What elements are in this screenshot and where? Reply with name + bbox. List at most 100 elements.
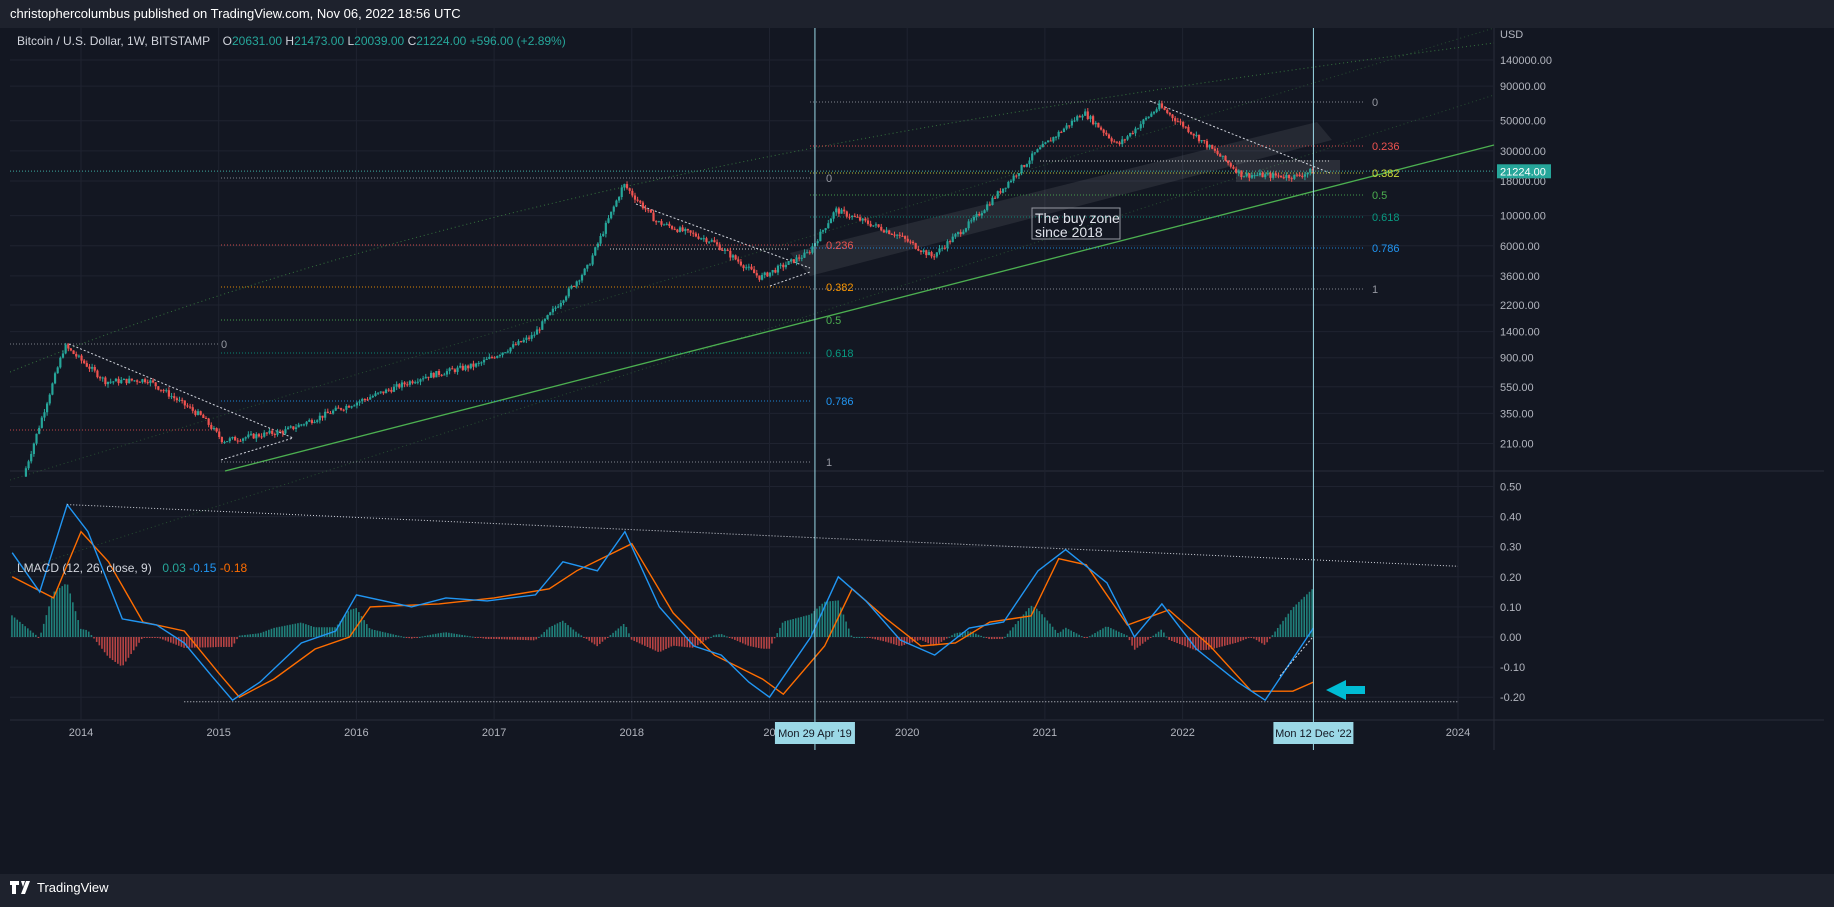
candle-body <box>721 249 724 251</box>
candle-body <box>800 257 803 259</box>
candle-body <box>80 355 83 361</box>
candle-body <box>91 367 94 369</box>
candle-body <box>644 208 647 210</box>
macd-histogram-bar <box>225 637 228 647</box>
candle-body <box>109 381 112 383</box>
macd-histogram-bar <box>495 637 498 640</box>
candle-body <box>128 378 131 384</box>
macd-histogram-bar <box>1210 637 1213 650</box>
candle-body <box>665 223 668 225</box>
macd-histogram-bar <box>302 623 305 637</box>
macd-histogram-bar <box>106 637 109 656</box>
candle-body <box>718 244 721 250</box>
candle-body <box>271 430 274 434</box>
candle-body <box>218 431 221 438</box>
macd-histogram-bar <box>1001 637 1004 639</box>
candle-body <box>257 434 261 437</box>
candle-body <box>1113 141 1116 143</box>
macd-histogram-bar <box>334 627 336 637</box>
candle-body <box>1258 172 1262 176</box>
macd-histogram-bar <box>432 634 434 637</box>
candle-body <box>1282 177 1285 179</box>
chart-canvas[interactable]: 140000.00 90000.00 50000.00 30000.00 18000.0… <box>9 27 1824 870</box>
macd-histogram-bar <box>508 637 511 640</box>
macd-histogram-bar <box>704 637 707 641</box>
candle-body <box>869 223 872 227</box>
candle-body <box>363 399 366 401</box>
candle-body <box>353 405 356 407</box>
macd-histogram-bar <box>1178 637 1181 645</box>
macd-histogram-bar <box>530 637 532 641</box>
macd-histogram-bar <box>678 637 681 647</box>
candle-body <box>1205 141 1209 148</box>
macd-histogram-bar <box>596 637 598 647</box>
macd-histogram-bar <box>254 633 257 637</box>
macd-histogram-bar <box>1200 637 1202 651</box>
macd-histogram-bar <box>646 637 649 648</box>
macd-histogram-bar <box>1287 613 1290 637</box>
candle-body <box>1179 121 1182 123</box>
change-value: +596.00 (+2.89%) <box>469 34 566 48</box>
macd-tick-label: 0.00 <box>1500 632 1521 644</box>
candle-body <box>874 224 878 226</box>
macd-histogram-bar <box>956 632 959 637</box>
tri-2018-bottom <box>769 271 811 287</box>
tradingview-logo[interactable]: TradingView <box>10 880 109 895</box>
macd-histogram-bar <box>400 636 403 638</box>
macd-histogram-bar <box>109 637 111 659</box>
candle-body <box>27 461 30 469</box>
macd-histogram-bar <box>1099 629 1102 637</box>
candle-body <box>1264 174 1267 178</box>
macd-histogram-bar <box>1149 637 1152 638</box>
candle-body <box>853 215 856 217</box>
macd-histogram-bar <box>21 624 24 637</box>
candle-body <box>864 218 867 221</box>
macd-histogram-bar <box>1088 636 1091 638</box>
candle-body <box>535 329 539 335</box>
macd-histogram-bar <box>278 626 281 637</box>
macd-histogram-bar <box>551 625 553 637</box>
candle-body <box>763 272 766 275</box>
macd-histogram-bar <box>371 629 373 637</box>
chart-frame[interactable]: 140000.00 90000.00 50000.00 30000.00 18000.0… <box>9 27 1824 870</box>
candle-body <box>758 275 761 280</box>
candle-body <box>856 216 859 218</box>
candle-body <box>967 221 970 229</box>
candle-body <box>670 226 674 229</box>
price-tick-label: 210.00 <box>1500 439 1534 451</box>
macd-histogram-bar <box>291 624 294 637</box>
candle-body <box>141 379 144 383</box>
macd-histogram-bar <box>636 637 638 643</box>
candle-body <box>196 411 200 415</box>
macd-histogram-bar <box>673 637 675 646</box>
candle-body <box>403 382 406 385</box>
macd-histogram-bar <box>826 601 829 637</box>
candle-body <box>1287 175 1291 179</box>
candle-body <box>48 394 51 404</box>
candle-body <box>551 308 554 313</box>
macd-tick-label: 0.10 <box>1500 602 1521 614</box>
candle-body <box>888 230 891 234</box>
macd-histogram-bar <box>538 636 540 638</box>
candle-body <box>215 428 218 432</box>
macd-histogram-bar <box>620 626 622 637</box>
candle-body <box>480 362 483 364</box>
price-tick-label: 50000.00 <box>1500 116 1546 128</box>
candle-body <box>265 432 268 434</box>
candle-body <box>220 437 223 443</box>
macd-histogram-bar <box>1125 635 1128 637</box>
candle-body <box>69 348 73 351</box>
candle-body <box>1158 103 1161 110</box>
candle-body <box>954 234 957 237</box>
macd-histogram-bar <box>943 637 945 641</box>
candle-body <box>1028 160 1031 165</box>
macd-histogram-bar <box>289 624 291 637</box>
candle-body <box>53 373 57 384</box>
candle-body <box>580 275 584 281</box>
macd-histogram-bar <box>675 637 678 647</box>
macd-histogram-bar <box>980 635 982 637</box>
macd-histogram-bar <box>953 633 956 637</box>
tri-2022-top <box>1149 100 1331 174</box>
candle-body <box>832 212 835 219</box>
candle-body <box>1213 148 1217 151</box>
